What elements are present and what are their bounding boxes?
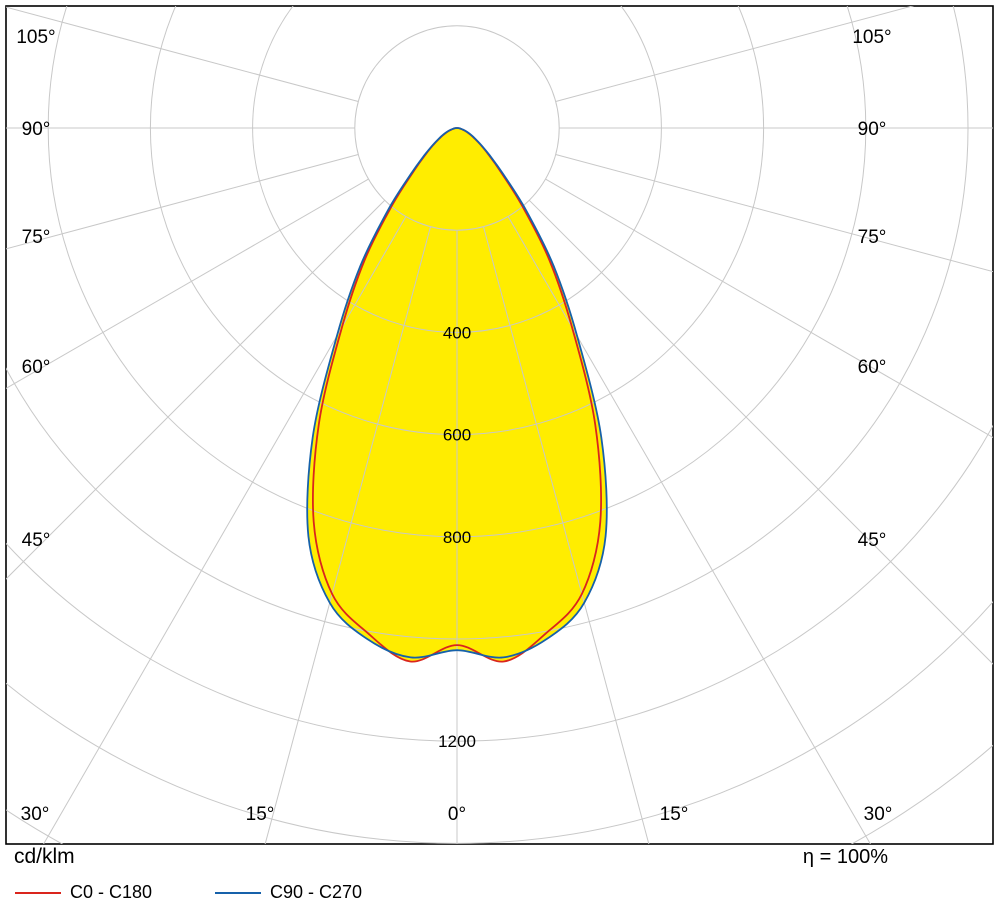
- legend-item-c90-c270: C90 - C270: [215, 882, 362, 903]
- legend-item-c0-c180: C0 - C180: [15, 882, 152, 903]
- angle-label: 30°: [21, 804, 50, 825]
- angle-label: 75°: [858, 227, 887, 248]
- c90-c270-line-swatch: [215, 891, 261, 894]
- legend-label-c90-c270: C90 - C270: [270, 882, 363, 902]
- angle-label: 105°: [16, 27, 55, 48]
- grid-ray: [6, 199, 386, 580]
- ring-label: 1200: [438, 732, 476, 751]
- grid-ray: [6, 6, 359, 102]
- angle-label: 60°: [858, 357, 887, 378]
- grid-ray: [6, 178, 369, 389]
- angle-label: 15°: [660, 804, 689, 825]
- grid-ray: [6, 154, 359, 250]
- unit-label: cd/klm: [14, 845, 75, 868]
- angle-label: 0°: [448, 804, 466, 825]
- angle-label: 30°: [864, 804, 893, 825]
- angle-label: 45°: [22, 530, 51, 551]
- grid-ray: [507, 216, 871, 844]
- curve-c90-c270: [306, 127, 608, 659]
- ring-label: 600: [443, 426, 471, 445]
- angle-label: 60°: [22, 357, 51, 378]
- grid-ray: [43, 216, 407, 844]
- angle-label: 45°: [858, 530, 887, 551]
- c0-c180-line-swatch: [15, 891, 61, 894]
- grid-ray: [545, 178, 993, 439]
- angle-label: 15°: [246, 804, 275, 825]
- angle-label: 90°: [858, 119, 887, 140]
- efficiency-label: η = 100%: [802, 846, 888, 868]
- angle-label: 90°: [22, 119, 51, 140]
- ring-label: 800: [443, 528, 471, 547]
- legend-label-c0-c180: C0 - C180: [70, 882, 153, 902]
- grid-ray: [528, 199, 993, 665]
- ring-label: 400: [443, 323, 471, 342]
- grid-ray: [555, 6, 915, 102]
- grid-ray: [483, 226, 650, 844]
- grid-ray: [555, 154, 993, 273]
- grid-ray: [264, 226, 431, 844]
- angle-label: 105°: [852, 27, 891, 48]
- angle-label: 75°: [22, 227, 51, 248]
